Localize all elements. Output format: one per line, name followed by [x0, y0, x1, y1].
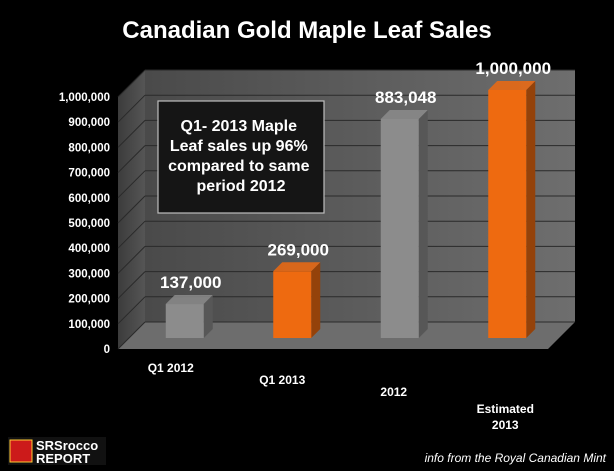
- y-tick-label: 100,000: [68, 319, 110, 331]
- x-tick-label: Q1 2013: [259, 373, 305, 387]
- data-label: 269,000: [268, 240, 329, 259]
- y-tick-label: 500,000: [68, 218, 110, 230]
- gridline-side: [117, 69, 146, 98]
- bar-front: [165, 304, 204, 338]
- bars: 137,000 269,000 883,048 1,000,000: [160, 59, 551, 339]
- data-label: 1,000,000: [475, 59, 551, 78]
- bar-side: [526, 81, 536, 338]
- gridline-side: [117, 246, 146, 274]
- bar: [488, 81, 536, 338]
- gridline-side: [117, 94, 146, 123]
- bar-side: [418, 110, 428, 339]
- srsrocco-logo: SRSrocco REPORT: [8, 437, 106, 466]
- y-tick-label: 600,000: [68, 193, 110, 205]
- bar-top: [273, 262, 321, 272]
- gridline-side: [117, 195, 146, 224]
- source-note: info from the Royal Canadian Mint: [425, 451, 607, 465]
- bar: [273, 262, 321, 338]
- y-tick-label: 900,000: [68, 117, 110, 129]
- y-tick-label: 400,000: [68, 243, 110, 255]
- data-label: 883,048: [375, 88, 436, 107]
- annotation-line-4: period 2012: [197, 178, 286, 195]
- gridline-side: [117, 220, 146, 249]
- annotation-box: [157, 100, 325, 214]
- annotation-line-3: compared to same: [168, 158, 309, 175]
- x-tick-label: Q1 2012: [148, 361, 194, 375]
- x-tick-label: Estimated 2013: [477, 402, 534, 432]
- y-tick-label: 800,000: [68, 142, 110, 154]
- chart-floor: [118, 322, 575, 349]
- bar-front: [488, 90, 527, 338]
- gridline-side: [117, 170, 146, 199]
- bar-front: [380, 119, 419, 339]
- bar-top: [165, 295, 213, 305]
- logo-line-2: REPORT: [36, 451, 90, 466]
- annotation-line-1: Q1- 2013 Maple: [181, 118, 298, 135]
- x-tick-label: 2012: [380, 385, 407, 399]
- y-tick-label: 700,000: [68, 168, 110, 180]
- y-tick-label: 200,000: [68, 294, 110, 306]
- bar-top: [380, 110, 428, 120]
- y-tick-label: 1,000,000: [59, 92, 110, 104]
- gridline-side: [117, 145, 146, 173]
- gridline-side: [117, 296, 146, 325]
- y-axis: 0 100,000 200,000 300,000 400,000 500,000 600,…: [59, 92, 110, 356]
- bar-top: [488, 81, 536, 90]
- gridline-side: [117, 120, 146, 148]
- chart-title: Canadian Gold Maple Leaf Sales: [122, 17, 491, 44]
- bar-front: [273, 271, 312, 338]
- data-label: 137,000: [160, 273, 221, 292]
- gridline-side: [117, 321, 146, 350]
- annotation-text: Q1- 2013 Maple Leaf sales up 96% compare…: [168, 118, 314, 195]
- bar: [380, 110, 428, 339]
- y-tick-label: 0: [104, 344, 110, 356]
- bar-side: [311, 262, 321, 338]
- bar-side: [203, 295, 213, 338]
- x-axis: Q1 2012 Q1 2013 2012 Estimated 2013: [148, 361, 534, 432]
- annotation-callout: Q1- 2013 Maple Leaf sales up 96% compare…: [157, 100, 325, 214]
- logo-badge: [9, 439, 33, 463]
- annotation-line-2: Leaf sales up 96%: [170, 138, 308, 155]
- gridline-side: [117, 271, 146, 299]
- y-tick-label: 300,000: [68, 268, 110, 280]
- bar: [165, 295, 213, 338]
- logo-line-1: SRSrocco: [36, 438, 98, 453]
